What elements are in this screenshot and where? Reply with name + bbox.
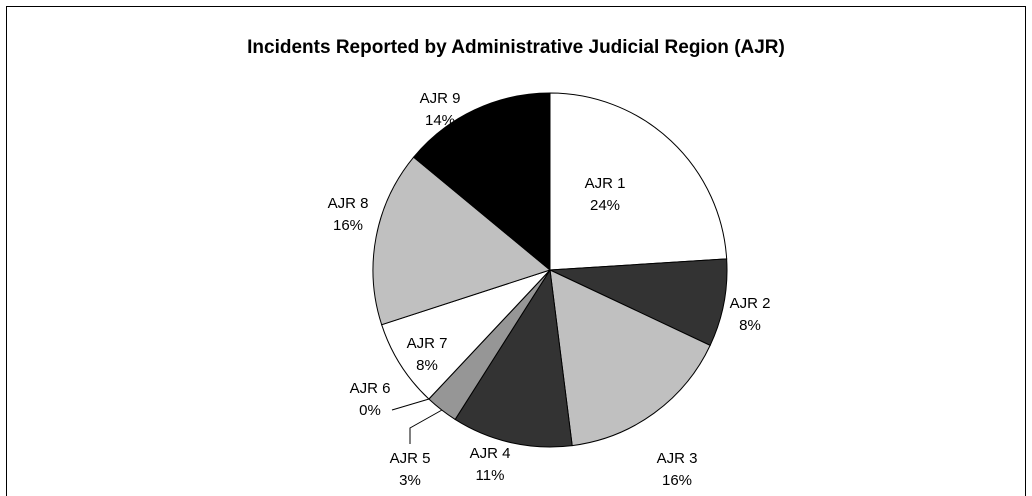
slice-label: AJR 2 (730, 295, 771, 312)
slice-value-label: 0% (359, 402, 381, 419)
slice-value-label: 11% (476, 467, 505, 484)
slice-value-label: 16% (333, 217, 363, 234)
slice-label: AJR 3 (657, 450, 698, 467)
slice-label: AJR 1 (585, 175, 626, 192)
slice-value-label: 14% (425, 112, 455, 129)
slice-value-label: 8% (739, 317, 761, 334)
slice-value-label: 24% (590, 197, 620, 214)
leader-line (391, 398, 430, 411)
slice-value-label: 3% (399, 472, 421, 489)
pie-slice (454, 268, 573, 448)
pie-slice (549, 92, 728, 271)
leader-line (409, 409, 443, 444)
pie-slice (549, 258, 728, 347)
slice-label: AJR 8 (328, 195, 369, 212)
slice-label: AJR 5 (390, 450, 431, 467)
slice-label: AJR 7 (407, 335, 448, 352)
slice-label: AJR 9 (420, 90, 461, 107)
slice-label: AJR 4 (470, 445, 511, 462)
pie-slice (372, 156, 552, 326)
pie-slice (412, 92, 551, 272)
slice-value-label: 16% (662, 472, 692, 489)
pie-slice (381, 269, 551, 400)
slice-label: AJR 6 (350, 380, 391, 397)
chart-title: Incidents Reported by Administrative Jud… (247, 37, 785, 58)
pie-slice (549, 269, 711, 447)
slice-value-label: 8% (416, 357, 438, 374)
